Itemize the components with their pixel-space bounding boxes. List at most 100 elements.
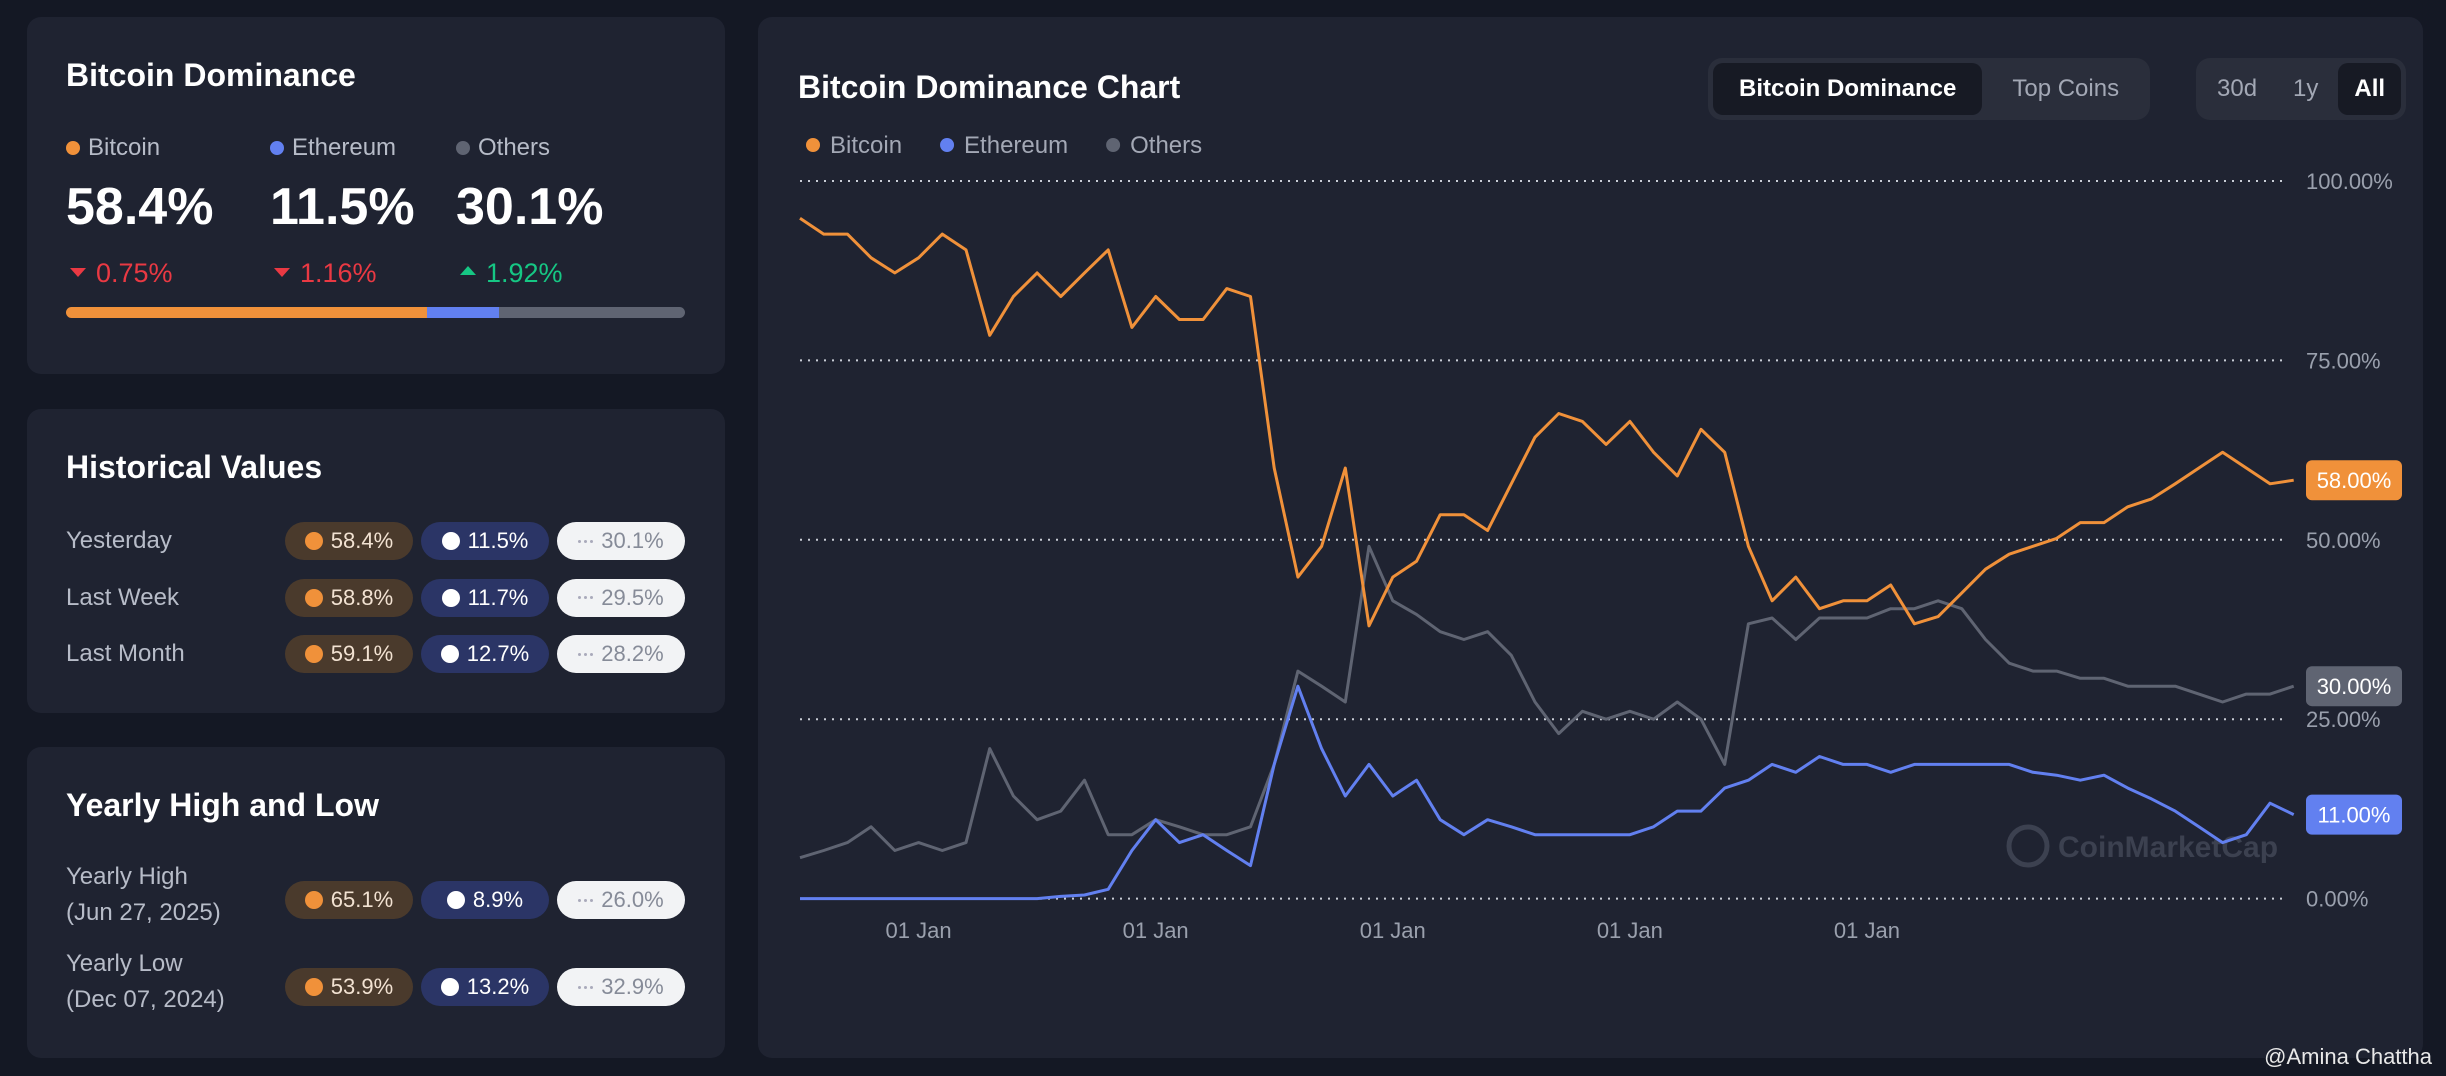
coin-icon [304,645,323,663]
dot [590,985,594,989]
dot [590,596,594,599]
row-date: (Dec 07, 2024) [66,986,225,1013]
dot [590,652,594,656]
pill-text: 8.9% [472,887,524,912]
change-arrow [274,268,290,277]
coin-icon [304,978,323,996]
coin-icon [304,588,323,607]
value-pill: 8.9% [421,881,549,919]
legend-dot [456,141,470,155]
x-tick-label: 01 Jan [1834,918,1900,943]
legend-label: Bitcoin [830,132,902,159]
legend-name: Ethereum [292,134,397,161]
dot [578,539,582,543]
dot [584,652,588,656]
dot [584,596,588,599]
share-bar [498,307,685,318]
value-pill: 12.7% [421,635,549,673]
dot [578,596,582,599]
coin-icon [440,978,459,996]
change-arrow [460,266,476,275]
value-pill: 58.8% [285,578,413,617]
end-badge-label: 30.00% [2317,674,2392,699]
pill-text: 32.9% [601,974,664,999]
historical-card: Historical Values Yesterday 58.4% 11.5% 30.… [27,409,725,713]
range-button[interactable]: 30d [2217,75,2258,102]
pill-text: 11.7% [467,584,529,610]
yearly-card: Yearly High and Low Yearly High (Jun 27, … [27,747,725,1058]
pill-text: 58.8% [330,584,394,610]
pill-text: 53.9% [330,974,394,999]
end-badge [2306,794,2402,835]
credit: @Amina Chattha [2264,1044,2432,1069]
pill-text: 29.5% [601,584,664,610]
y-tick-label: 100.00% [2306,169,2393,194]
series-line [800,684,2295,901]
dot [584,539,588,543]
card-title: Bitcoin Dominance [66,57,356,93]
coin-icon [441,588,460,607]
row-label: Yearly Low [66,950,183,977]
change-value: 1.16% [300,258,377,288]
pill-text: 11.5% [467,528,529,553]
value-pill: 11.7% [421,578,549,617]
card-title: Historical Values [66,449,323,485]
coin-icon [446,891,465,909]
end-badge-label: 58.00% [2317,468,2392,493]
row-label: Yesterday [66,527,172,554]
tab-button[interactable]: Bitcoin Dominance [1713,63,1983,115]
tab-button[interactable]: Top Coins [2012,75,2120,102]
legend-dot [1106,138,1121,152]
chart-title: Bitcoin Dominance Chart [798,69,1181,105]
row-label: Last Month [66,640,185,667]
others-icon [578,652,594,656]
range-group: 30d 1y All [2196,58,2407,120]
value-pill: 59.1% [285,635,413,673]
y-tick-label: 0.00% [2306,887,2368,912]
y-tick-label: 25.00% [2306,707,2381,732]
value-pill: 30.1% [557,522,685,560]
value-pill: 32.9% [557,968,685,1006]
summary-card: Bitcoin Dominance Bitcoin 58.4% 0.75% Ether… [27,17,725,374]
pill-text: 58.4% [330,528,394,553]
legend-name: Others [478,134,551,161]
pill-text: 28.2% [601,641,664,666]
y-tick-label: 50.00% [2306,528,2381,553]
value-pill: 28.2% [557,635,685,673]
pill-text: 12.7% [466,641,530,666]
legend-dot [270,141,284,155]
value-pill: 58.4% [285,522,413,560]
x-tick-label: 01 Jan [1597,918,1663,943]
dominance-value: 30.1% [456,178,604,236]
y-tick-label: 75.00% [2306,348,2381,373]
coin-icon [304,891,323,909]
chart: Bitcoin Dominance Chart CoinMarketCap 0.… [798,69,2402,943]
legend-name: Bitcoin [88,134,161,161]
pill-text: 59.1% [330,641,394,666]
dot [578,898,582,902]
dot [584,898,588,902]
dot [590,539,594,543]
legend-dot [940,138,955,152]
range-button[interactable]: All [2338,63,2402,115]
coin-icon [440,645,459,663]
coin-icon [304,532,323,550]
legend-dot [66,141,80,155]
value-pill: 26.0% [557,881,685,919]
pill-text: 65.1% [330,887,394,912]
change-value: 0.75% [96,258,173,288]
share-bar [66,307,428,318]
row-label: Yearly High [66,863,188,890]
legend-label: Ethereum [964,132,1068,159]
value-pill: 29.5% [557,578,685,617]
end-badge [2306,666,2402,707]
pill-text: 13.2% [466,974,530,999]
series-line [799,217,2294,628]
value-pill: 13.2% [421,968,549,1006]
watermark-logo [2006,824,2050,868]
end-badge [2306,460,2402,501]
x-tick-label: 01 Jan [1360,918,1426,943]
range-button[interactable]: 1y [2293,75,2319,102]
dominance-value: 58.4% [66,178,214,236]
